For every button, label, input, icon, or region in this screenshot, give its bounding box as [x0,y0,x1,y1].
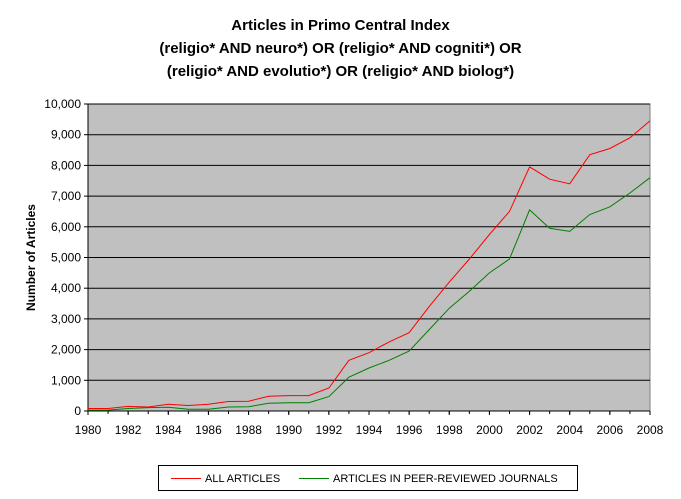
gridlines [88,103,650,381]
legend-label-peer-reviewed: ARTICLES IN PEER-REVIEWED JOURNALS [333,473,558,485]
x-tick-label: 2000 [476,423,503,437]
y-tick-label: 8,000 [51,158,81,172]
legend-label-all-articles: ALL ARTICLES [205,473,281,485]
y-axis-label: Number of Articles [24,204,38,311]
x-tick-label: 1988 [235,423,262,437]
x-tick-label: 2004 [556,423,583,437]
series-line-0 [88,120,651,409]
y-tick-label: 0 [74,404,81,418]
axes [84,103,651,415]
chart-subtitle-line-1: (religio* AND neuro*) OR (religio* AND c… [159,40,522,57]
x-tick-label: 1986 [195,423,222,437]
y-tick-label: 6,000 [51,220,81,234]
y-tick-label: 9,000 [51,128,81,142]
x-tick-label: 1982 [115,423,142,437]
x-tick-label: 1992 [316,423,343,437]
x-tick-label: 2002 [516,423,543,437]
y-tick-label: 7,000 [51,189,81,203]
x-tick-label: 1984 [155,423,182,437]
x-tick-label: 1994 [356,423,383,437]
y-tick-label: 2,000 [51,343,81,357]
x-tick-labels: 1980 1982 1984 1986 1988 1990 1992 1994 1996 1998… [75,423,664,437]
legend-swatch-peer-reviewed [299,478,329,479]
y-tick-label: 4,000 [51,281,81,295]
series-line-1 [88,177,651,411]
chart-title: Articles in Primo Central Index [231,17,450,34]
y-tick-label: 3,000 [51,312,81,326]
series-lines [88,120,651,411]
y-tick-label: 10,000 [44,97,81,111]
y-tick-label: 1,000 [51,373,81,387]
x-tick-label: 1990 [275,423,302,437]
y-tick-label: 5,000 [51,251,81,265]
x-tick-label: 1998 [436,423,463,437]
y-tick-labels: 0 1,000 2,000 3,000 4,000 5,000 6,000 7,000 8,00… [44,97,81,418]
chart-subtitle-line-2: (religio* AND evolutio*) OR (religio* AN… [166,63,515,80]
x-tick-label: 1996 [396,423,423,437]
chart-title-block: Articles in Primo Central Index (religio… [0,14,681,83]
legend: ALL ARTICLES ARTICLES IN PEER-REVIEWED J… [158,465,578,491]
x-tick-label: 2006 [597,423,624,437]
x-tick-label: 1980 [75,423,102,437]
x-tick-label: 2008 [637,423,664,437]
legend-swatch-all-articles [171,478,201,479]
